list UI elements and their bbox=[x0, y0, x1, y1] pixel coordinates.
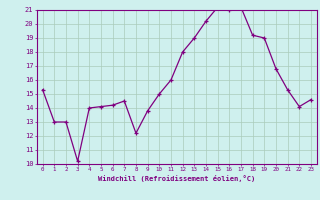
X-axis label: Windchill (Refroidissement éolien,°C): Windchill (Refroidissement éolien,°C) bbox=[98, 175, 255, 182]
